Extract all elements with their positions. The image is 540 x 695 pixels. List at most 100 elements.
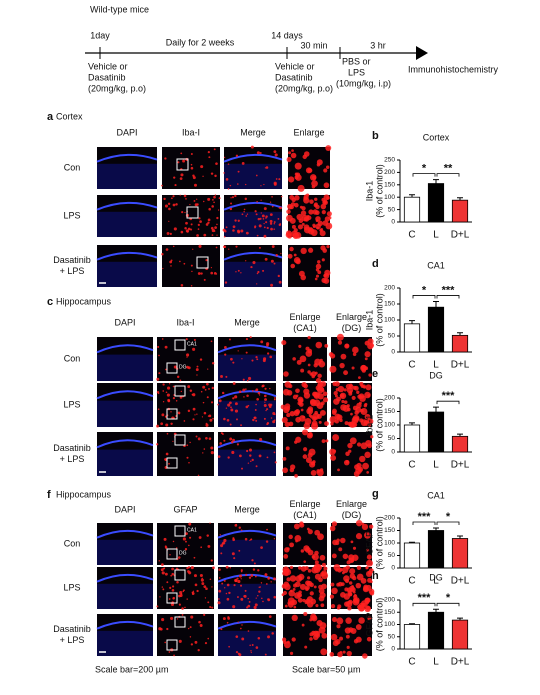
cell: [187, 385, 191, 389]
cell: [314, 630, 321, 637]
cell: [282, 590, 288, 596]
cell: [246, 394, 249, 397]
cell: [263, 207, 267, 211]
cell: [369, 524, 374, 529]
cell: [311, 630, 316, 636]
cell: [356, 462, 362, 469]
cell: [281, 583, 287, 589]
cell: [263, 234, 267, 238]
cell: [273, 538, 276, 540]
cell: [290, 589, 293, 593]
cell: [190, 163, 193, 166]
inset-box: [166, 457, 178, 469]
cell: [324, 421, 329, 426]
cell: [346, 560, 351, 565]
cell: [245, 215, 248, 217]
cell: [200, 272, 203, 275]
cell: [355, 624, 362, 630]
cell: [352, 405, 358, 411]
cell: [297, 184, 305, 192]
cell: [223, 417, 226, 421]
cell: [161, 253, 164, 256]
cell: [271, 205, 274, 208]
cell: [346, 407, 351, 412]
cell: [285, 232, 292, 238]
cell: [299, 578, 302, 581]
cell: [323, 273, 327, 278]
cell: [196, 234, 199, 237]
cell: [201, 416, 204, 418]
cell: [235, 245, 238, 248]
y-tick-label: 50: [388, 633, 396, 640]
cell: [221, 391, 225, 395]
y-tick-label: 150: [384, 527, 395, 534]
cell: [226, 583, 230, 587]
cell: [369, 343, 375, 348]
cell: [169, 586, 172, 589]
cell: [288, 534, 293, 540]
cell: [224, 353, 227, 356]
cell: [165, 423, 169, 427]
cell: [243, 210, 245, 213]
cell: [343, 388, 347, 392]
cell: [356, 390, 360, 394]
cell: [270, 581, 272, 583]
x-tick-label: D+L: [451, 230, 470, 241]
cell: [287, 203, 293, 210]
significance-label: ***: [418, 511, 432, 523]
cell: [292, 232, 300, 239]
cell: [359, 455, 366, 463]
cell: [289, 542, 295, 548]
cell: [237, 230, 241, 234]
cell: [220, 375, 223, 378]
cell: [330, 582, 335, 587]
y-tick-label: 50: [388, 333, 396, 340]
cell: [198, 536, 202, 539]
tissue-fill: [224, 261, 282, 287]
cell: [347, 606, 352, 611]
cell: [180, 284, 184, 287]
cell: [184, 606, 186, 609]
cell: [188, 462, 190, 464]
cell: [168, 383, 171, 385]
cell: [172, 195, 175, 198]
cell: [229, 437, 233, 441]
cell: [321, 570, 328, 577]
cell: [315, 219, 319, 223]
error-bar: [433, 300, 439, 308]
cell: [355, 582, 362, 589]
column-header: Enlarge: [293, 127, 324, 137]
cell: [269, 355, 273, 359]
cell: [364, 451, 371, 459]
row-label: + LPS: [60, 266, 85, 276]
tissue-contour: [96, 344, 154, 354]
cell: [165, 391, 168, 394]
cell: [345, 600, 353, 608]
error-bar: [433, 527, 439, 531]
cell: [240, 529, 243, 532]
cell: [163, 567, 166, 570]
cell: [168, 462, 170, 465]
cell: [364, 357, 368, 361]
inset-box: [166, 639, 178, 651]
cell: [255, 403, 257, 406]
cell: [169, 554, 171, 556]
micrograph: [162, 195, 220, 237]
cell: [248, 600, 251, 603]
cell: [208, 156, 211, 159]
cell: [288, 589, 296, 597]
cell: [236, 577, 239, 580]
timeline-label: Vehicle or: [275, 61, 315, 71]
timeline-label: Daily for 2 weeks: [166, 37, 235, 47]
cell: [182, 159, 186, 163]
cell: [215, 273, 218, 275]
cell: [223, 235, 226, 238]
cell: [244, 197, 248, 201]
cell: [303, 422, 311, 430]
cell: [315, 268, 320, 272]
significance-label: ***: [442, 284, 456, 296]
cell: [303, 447, 308, 452]
cell: [321, 632, 328, 639]
cell: [164, 641, 167, 644]
cell: [215, 246, 218, 249]
